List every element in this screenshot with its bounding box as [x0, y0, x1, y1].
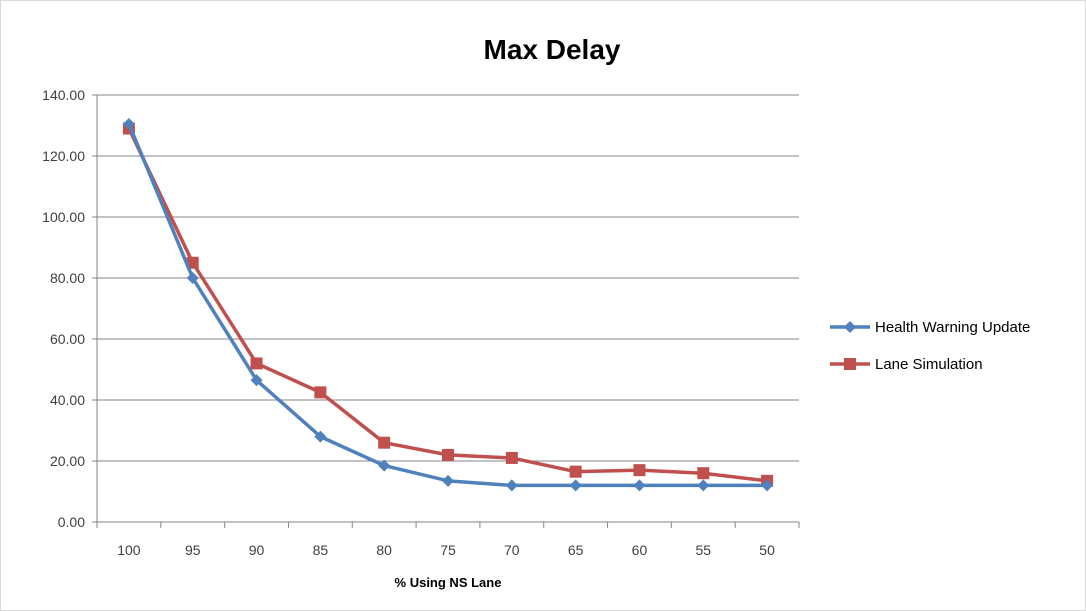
y-tick-label: 20.00: [50, 453, 85, 469]
data-point: [186, 272, 199, 284]
data-point: [505, 451, 518, 464]
series-line: [127, 127, 768, 483]
x-tick-label: 95: [185, 542, 201, 558]
x-tick-label: 90: [249, 542, 265, 558]
data-point: [250, 357, 263, 370]
legend-item: Lane Simulation: [830, 356, 983, 373]
x-axis-title: % Using NS Lane: [395, 575, 502, 590]
data-point: [633, 464, 646, 477]
data-point: [569, 479, 582, 492]
series-health-warning-update: [122, 117, 774, 492]
y-tick-label: 80.00: [50, 270, 85, 286]
data-point: [633, 479, 646, 492]
series-line: [127, 123, 768, 488]
y-tick-label: 0.00: [58, 514, 85, 530]
x-tick-label: 65: [568, 542, 584, 558]
x-tick-label: 70: [504, 542, 520, 558]
series-lane-simulation: [122, 122, 774, 487]
data-point: [378, 459, 391, 472]
data-point: [761, 479, 774, 492]
y-tick-label: 40.00: [50, 392, 85, 408]
data-point: [378, 436, 391, 449]
x-tick-label: 85: [313, 542, 329, 558]
x-tick-label: 75: [440, 542, 456, 558]
y-tick-label: 100.00: [42, 209, 85, 225]
legend-item: Health Warning Update: [830, 319, 1030, 336]
data-point: [314, 430, 327, 443]
data-point: [314, 386, 327, 399]
data-point: [122, 117, 135, 130]
data-point: [505, 479, 518, 492]
data-point: [442, 474, 454, 487]
legend-label: Health Warning Update: [875, 319, 1030, 336]
y-tick-label: 120.00: [42, 148, 85, 164]
x-tick-label: 80: [376, 542, 392, 558]
x-tick-label: 100: [117, 542, 141, 558]
legend-label: Lane Simulation: [875, 356, 983, 373]
legend: Health Warning Update Lane Simulation: [830, 319, 1030, 373]
axes: 0.00 20.00 40.00 60.00 80.00 100.00 120.00 140.…: [42, 87, 800, 558]
data-point: [442, 448, 454, 461]
x-tick-label: 60: [632, 542, 648, 558]
y-tick-label: 140.00: [42, 87, 85, 103]
chart-title: Max Delay: [484, 34, 621, 65]
series-lines: [122, 117, 774, 492]
data-point: [569, 465, 582, 478]
gridlines: [97, 94, 799, 523]
legend-marker: [844, 321, 856, 333]
data-point: [186, 256, 199, 269]
data-point: [250, 374, 263, 387]
data-point: [697, 467, 710, 480]
data-point: [697, 479, 710, 492]
y-tick-label: 60.00: [50, 331, 85, 347]
x-tick-label: 55: [695, 542, 711, 558]
x-tick-label: 50: [759, 542, 775, 558]
legend-marker: [844, 358, 856, 370]
